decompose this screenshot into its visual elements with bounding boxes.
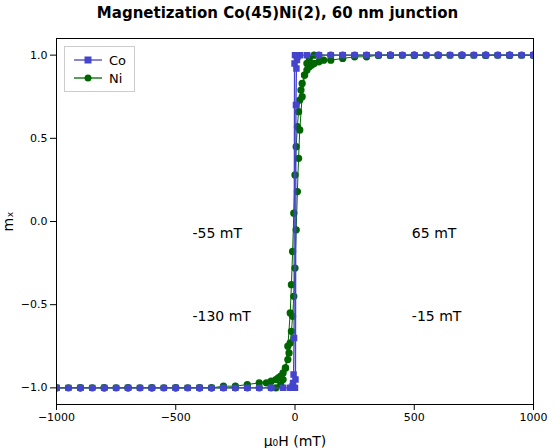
svg-text:-130 mT: -130 mT [192, 308, 251, 324]
svg-text:1000: 1000 [520, 411, 548, 424]
svg-text:−0.5: −0.5 [21, 298, 48, 311]
svg-text:0.0: 0.0 [30, 215, 48, 228]
svg-text:0.5: 0.5 [30, 132, 48, 145]
html-text:Magnetization Co(45)Ni(2), 60: Magnetization Co(45)Ni(2), 60 nm junctio… [96, 4, 459, 22]
svg-text:1.0: 1.0 [30, 49, 48, 62]
svg-text:−500: −500 [161, 411, 191, 424]
html-text:Co: Co [109, 52, 126, 68]
svg-text:500: 500 [404, 411, 425, 424]
svg-text:-15 mT: -15 mT [412, 308, 462, 324]
svg-text:mₓ: mₓ [0, 212, 16, 232]
html-text:Ni: Ni [109, 70, 123, 86]
svg-text:μ₀H (mT): μ₀H (mT) [264, 433, 327, 448]
svg-text:65 mT: 65 mT [412, 225, 457, 241]
svg-text:0: 0 [292, 411, 299, 424]
svg-text:-55 mT: -55 mT [192, 225, 242, 241]
svg-text:−1000: −1000 [38, 411, 75, 424]
svg-text:−1.0: −1.0 [21, 381, 48, 394]
